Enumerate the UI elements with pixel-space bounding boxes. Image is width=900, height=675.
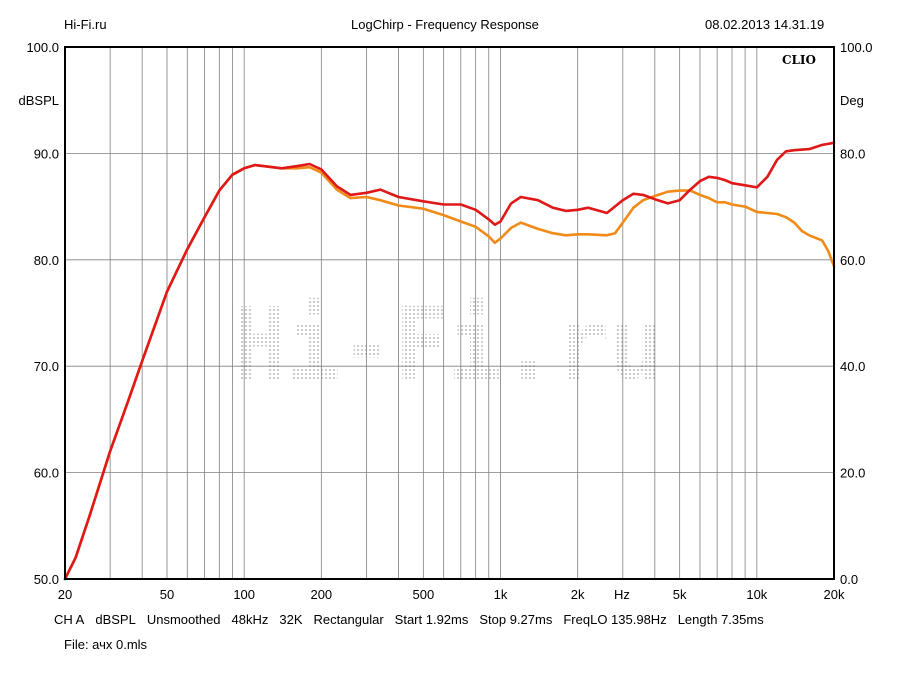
measurement-params: CH A dBSPL Unsmoothed 48kHz 32K Rectangular St… — [54, 612, 775, 627]
plot-frame — [64, 46, 835, 580]
site-name: Hi-Fi.ru — [64, 17, 107, 32]
param-item: 48kHz — [231, 612, 269, 627]
measurement-datetime: 08.02.2013 14.31.19 — [705, 17, 825, 32]
y-tick-label: 70.0 — [34, 359, 59, 374]
x-tick-label: 1k — [494, 587, 508, 602]
y-tick-label: 100.0 — [26, 40, 59, 55]
y2-tick-label: 0.0 — [840, 572, 858, 587]
series-lines — [63, 141, 836, 581]
grid-lines — [65, 47, 834, 579]
y2-axis-label: Deg — [840, 93, 864, 108]
x-tick-label: 200 — [310, 587, 332, 602]
param-item: Start 1.92ms — [394, 612, 469, 627]
x-tick-label: 10k — [746, 587, 767, 602]
axis-labels: 50.0 60.0 70.0 80.0 90.0 100.0 0.0 20.0 40.0 60.0… — [19, 40, 873, 602]
x-tick-label: 50 — [160, 587, 174, 602]
x-tick-label: 20k — [824, 587, 845, 602]
y-tick-label: 60.0 — [34, 466, 59, 481]
watermark-logo: Hi-Fi.ru — [233, 286, 663, 403]
y2-tick-label: 80.0 — [840, 146, 865, 161]
param-item: Length 7.35ms — [677, 612, 764, 627]
y-tick-label: 90.0 — [34, 146, 59, 161]
param-item: Stop 9.27ms — [479, 612, 553, 627]
x-tick-label: 5k — [673, 587, 687, 602]
brand-label: CLIO — [782, 53, 816, 67]
file-name: File: ачх 0.mls — [64, 637, 148, 652]
y2-tick-label: 20.0 — [840, 466, 865, 481]
y2-tick-label: 100.0 — [840, 40, 873, 55]
param-item: FreqLO 135.98Hz — [563, 612, 667, 627]
param-item: CH A — [54, 612, 85, 627]
x-tick-label: 20 — [58, 587, 72, 602]
y-axis-label: dBSPL — [19, 93, 59, 108]
y2-tick-label: 60.0 — [840, 253, 865, 268]
plot-area — [65, 47, 834, 579]
param-item: Rectangular — [313, 612, 384, 627]
x-tick-label: 2k — [571, 587, 585, 602]
param-item: dBSPL — [95, 612, 136, 627]
y-tick-label: 80.0 — [34, 253, 59, 268]
param-item: Unsmoothed — [146, 612, 221, 627]
y2-tick-label: 40.0 — [840, 359, 865, 374]
x-tick-label: 100 — [233, 587, 255, 602]
series-line — [63, 141, 836, 581]
x-unit-label: Hz — [614, 587, 630, 602]
watermark-text: Hi-Fi.ru — [233, 286, 663, 403]
param-item: 32K — [279, 612, 303, 627]
chart-title: LogChirp - Frequency Response — [351, 17, 539, 32]
x-tick-label: 500 — [412, 587, 434, 602]
y-tick-label: 50.0 — [34, 572, 59, 587]
